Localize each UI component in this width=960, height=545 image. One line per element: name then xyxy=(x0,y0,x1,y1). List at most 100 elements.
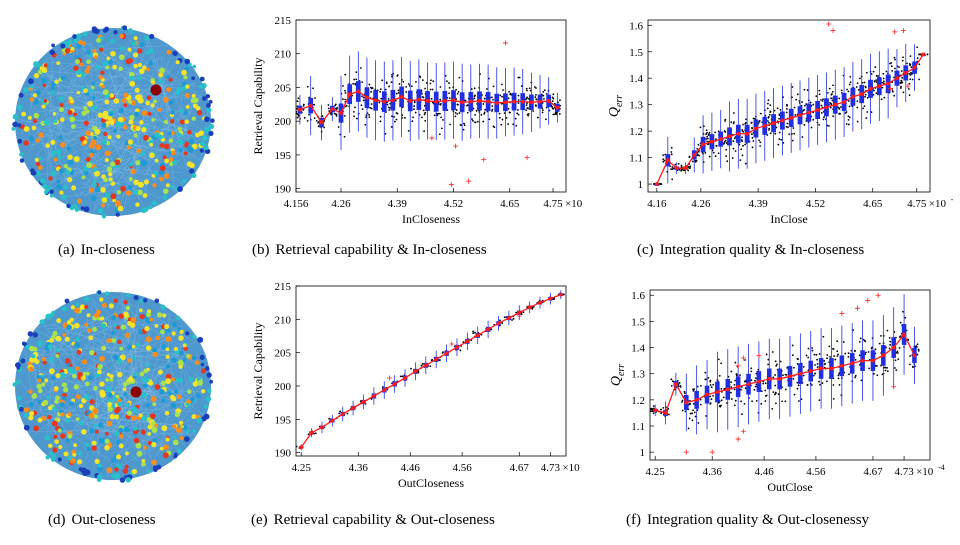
scatter-point xyxy=(751,146,754,149)
network-node xyxy=(145,336,152,343)
network-node xyxy=(67,412,72,417)
y-axis-label: Qerr xyxy=(609,364,627,386)
network-node xyxy=(28,389,33,395)
network-node xyxy=(115,473,121,479)
scatter-point xyxy=(683,390,686,393)
network-node xyxy=(142,65,147,70)
scatter-point xyxy=(735,373,738,375)
caption-e: (e) Retrieval capability & Out-closeness xyxy=(251,512,495,529)
scatter-point xyxy=(875,79,877,82)
scatter-point xyxy=(370,90,372,93)
y-tick-label: 1.3 xyxy=(631,369,645,381)
trend-marker xyxy=(663,411,668,415)
network-node xyxy=(133,437,140,444)
network-edge xyxy=(106,60,139,173)
trend-marker xyxy=(780,118,785,123)
network-node xyxy=(92,326,98,332)
scatter-point xyxy=(388,109,391,111)
network-node xyxy=(113,298,118,303)
network-node xyxy=(75,394,81,400)
scatter-point xyxy=(541,111,544,114)
scatter-point xyxy=(742,123,744,126)
scatter-point xyxy=(296,107,298,110)
network-node xyxy=(136,76,142,81)
scatter-point xyxy=(898,347,901,349)
scatter-point xyxy=(910,66,913,69)
network-node xyxy=(29,402,35,408)
scatter-point xyxy=(764,389,767,392)
network-edge xyxy=(112,296,188,356)
network-node xyxy=(126,293,131,298)
scatter-point xyxy=(385,82,388,85)
network-node xyxy=(164,173,170,179)
network-node xyxy=(82,31,88,37)
network-node xyxy=(186,353,191,359)
scatter-point xyxy=(463,124,466,127)
scatter-point xyxy=(699,398,702,401)
scatter-point xyxy=(774,393,776,396)
network-node xyxy=(105,431,109,436)
scatter-point xyxy=(893,56,896,59)
network-node xyxy=(27,115,32,120)
network-node xyxy=(74,207,80,212)
scatter-point xyxy=(744,359,746,361)
scatter-point xyxy=(810,126,813,129)
trend-marker xyxy=(718,137,723,141)
scatter-point xyxy=(688,167,691,170)
network-node xyxy=(206,107,212,113)
network-node xyxy=(50,457,56,462)
network-node xyxy=(125,305,131,311)
scatter-point xyxy=(297,97,300,100)
network-node xyxy=(128,119,134,125)
network-edge xyxy=(64,174,69,182)
network-node xyxy=(141,459,146,463)
outlier-marker xyxy=(865,297,871,303)
network-node xyxy=(151,441,157,448)
network-node xyxy=(92,28,98,34)
scatter-point xyxy=(900,85,902,88)
scatter-point xyxy=(744,162,747,165)
network-node xyxy=(57,155,62,160)
scatter-point xyxy=(471,118,473,120)
scatter-point xyxy=(812,374,815,377)
scatter-point xyxy=(370,103,373,105)
network-node xyxy=(33,99,39,105)
scatter-point xyxy=(696,147,699,150)
network-node xyxy=(19,158,25,163)
scatter-point xyxy=(517,99,520,101)
network-node xyxy=(87,328,92,333)
scatter-point xyxy=(502,89,504,91)
scatter-point xyxy=(864,93,867,96)
network-node xyxy=(188,376,194,382)
scatter-point xyxy=(778,138,781,141)
y-tick-label: 205 xyxy=(275,348,292,360)
scatter-point xyxy=(739,374,741,377)
scatter-point xyxy=(499,319,501,322)
scatter-point xyxy=(466,111,469,114)
network-node xyxy=(196,417,203,424)
scatter-point xyxy=(724,139,727,142)
scatter-point xyxy=(853,350,856,353)
scatter-point xyxy=(823,363,826,366)
network-node xyxy=(129,80,136,87)
scatter-point xyxy=(764,395,767,397)
network-node xyxy=(164,158,170,164)
network-edge xyxy=(71,364,103,436)
network-node xyxy=(184,92,190,99)
x-axis-label: InCloseness xyxy=(402,212,460,226)
scatter-point xyxy=(346,412,349,415)
trend-marker xyxy=(798,371,803,376)
network-node xyxy=(130,30,135,35)
scatter-point xyxy=(730,370,733,373)
network-node xyxy=(85,156,91,162)
scatter-point xyxy=(733,121,735,124)
y-tick-label: 1.5 xyxy=(631,316,645,328)
network-node xyxy=(204,127,210,134)
network-node xyxy=(56,179,61,184)
scatter-point xyxy=(405,85,408,88)
scatter-point xyxy=(660,183,663,185)
network-node xyxy=(89,88,94,93)
scatter-point xyxy=(354,83,357,86)
scatter-point xyxy=(806,383,809,386)
scatter-point xyxy=(671,178,674,181)
